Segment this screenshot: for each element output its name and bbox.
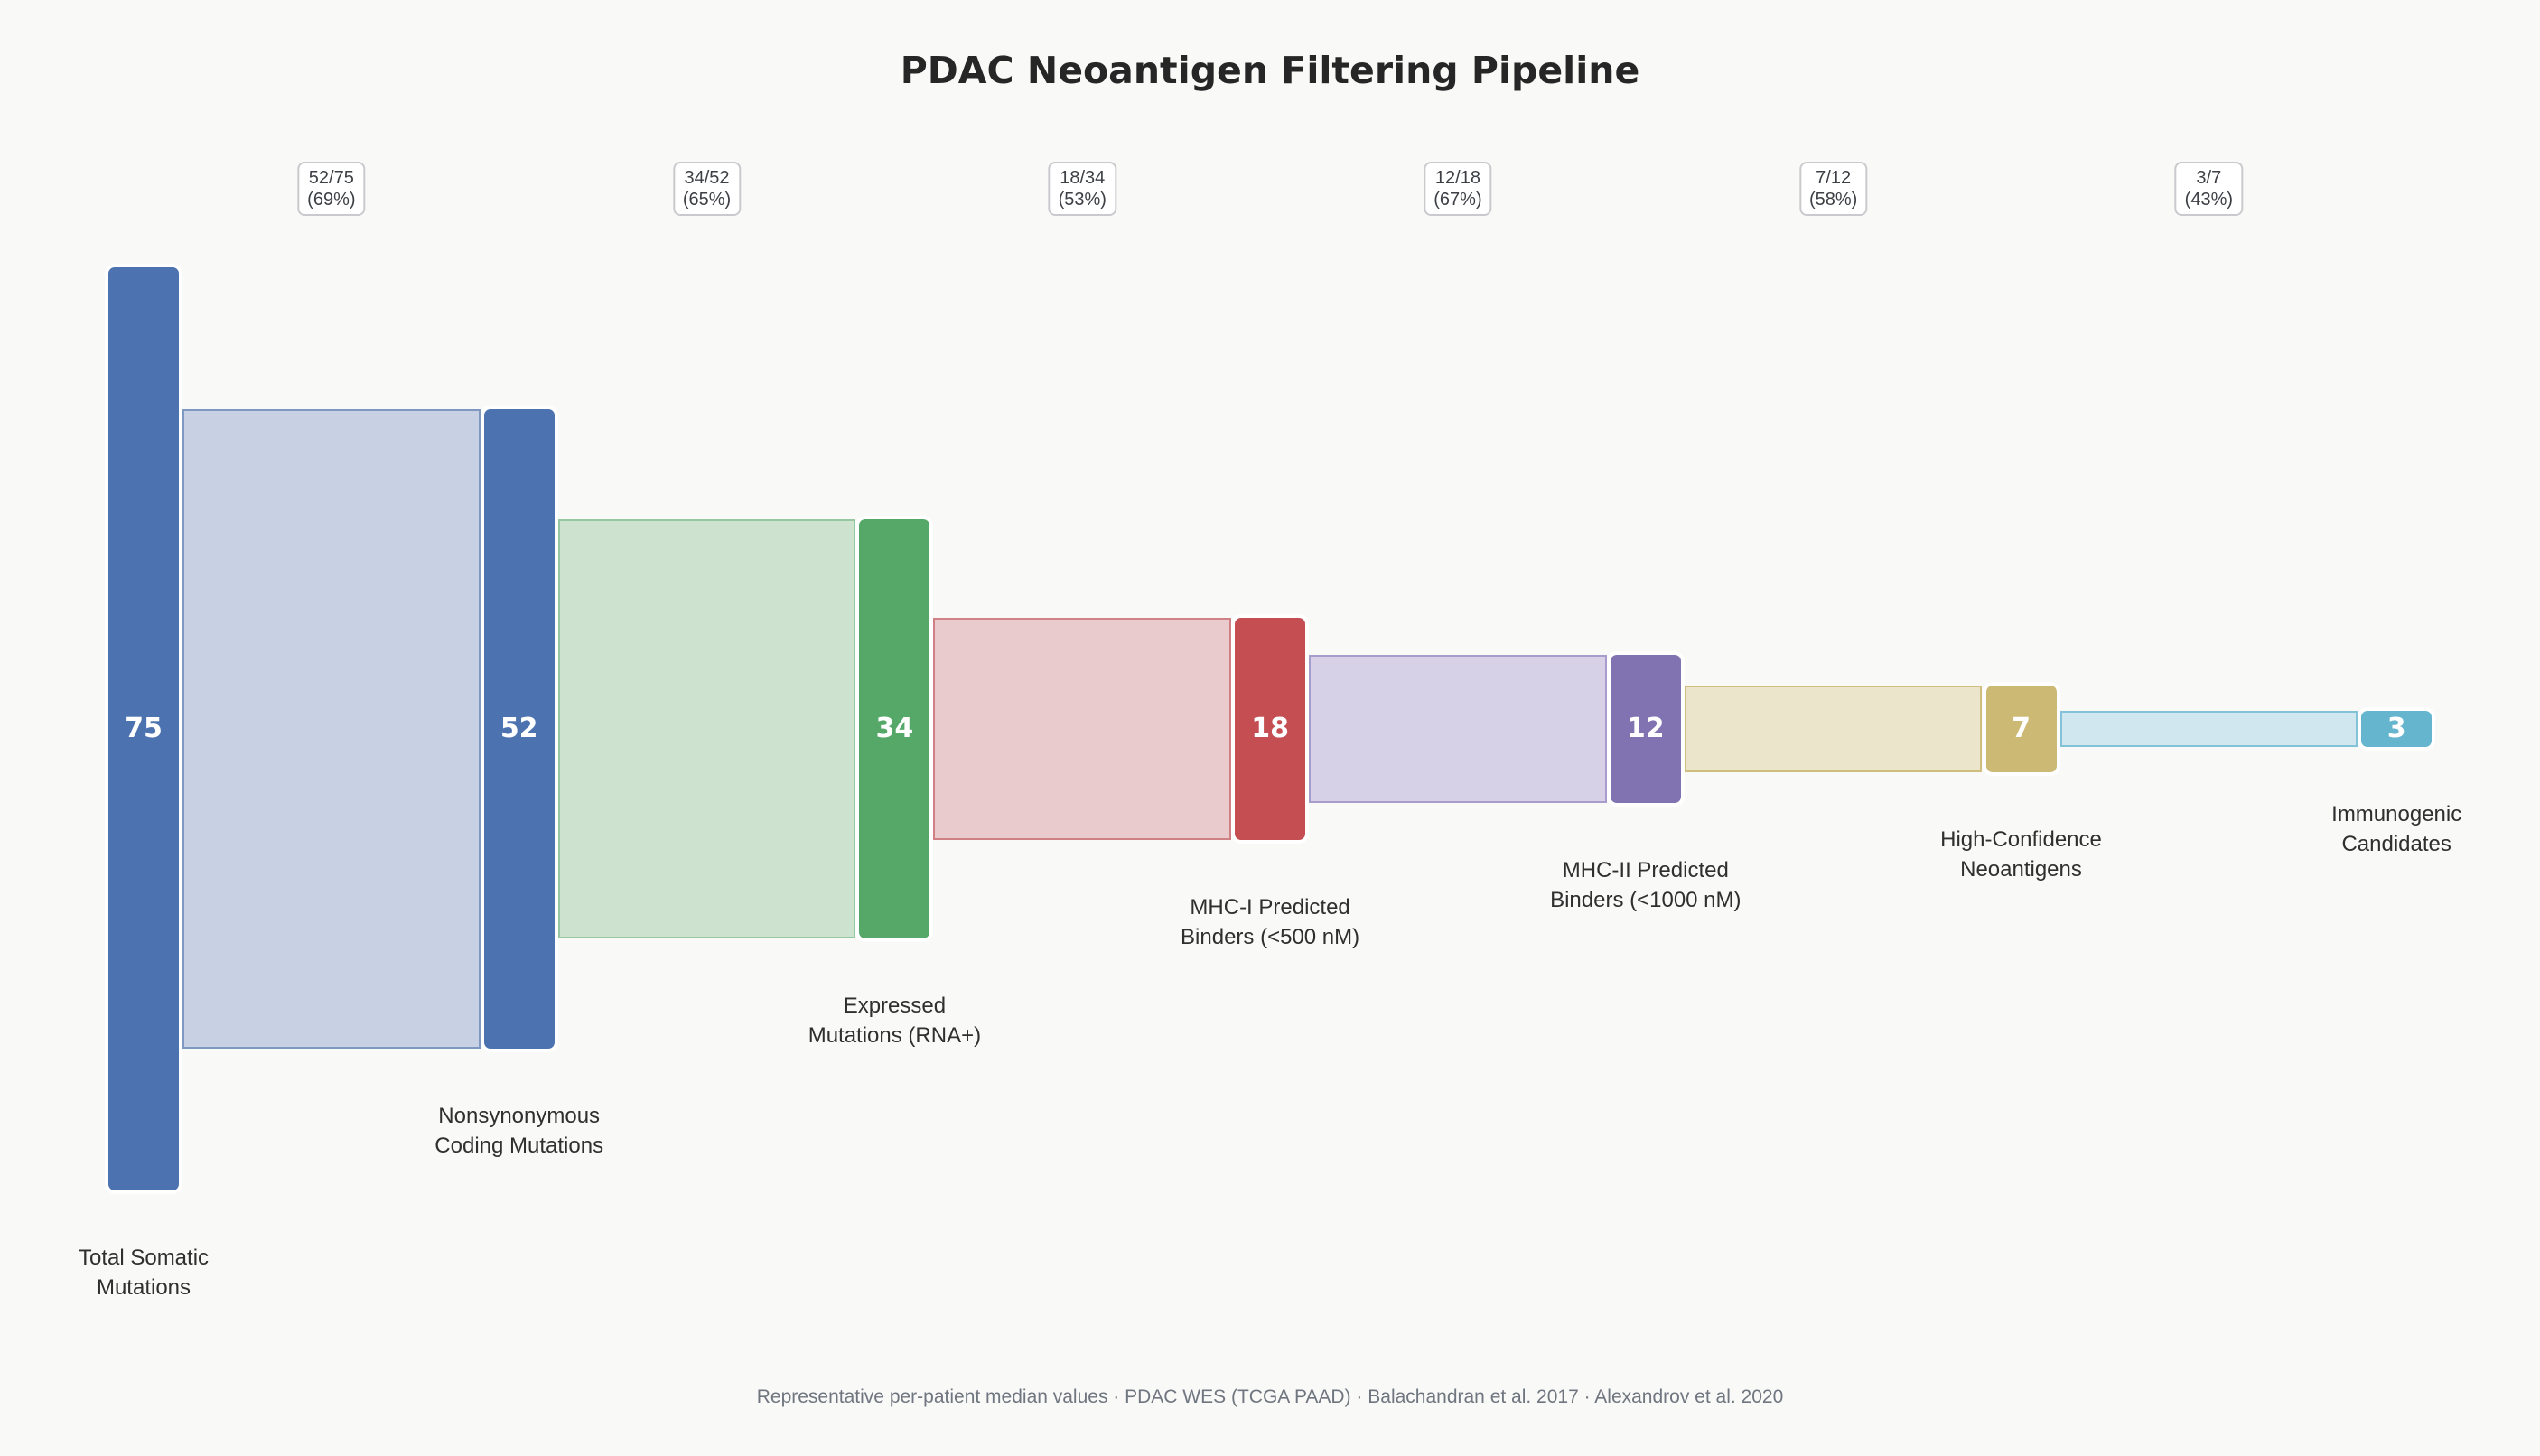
bar-value-expressed-mutations-rna: 34 <box>875 712 914 744</box>
funnel-connector-mhc1-predicted-binders <box>933 618 1232 840</box>
stage-label-immunogenic-candidates: Immunogenic Candidates <box>2331 802 2462 857</box>
funnel-connector-mhc2-predicted-binders <box>1309 655 1607 803</box>
bar-value-immunogenic-candidates: 3 <box>2386 712 2406 744</box>
funnel-bar-mhc1-predicted-binders: 18 <box>1235 618 1306 840</box>
stage-label-total-somatic-mutations: Total Somatic Mutations <box>78 1245 210 1300</box>
bar-value-mhc1-predicted-binders: 18 <box>1251 712 1289 744</box>
conversion-ratio: 18/34 <box>1060 168 1106 188</box>
funnel-bar-immunogenic-candidates: 3 <box>2361 710 2433 748</box>
conversion-ratio: 12/18 <box>1434 168 1480 188</box>
conversion-percent: (65%) <box>682 190 732 210</box>
conversion-badge-high-confidence-neoantigens: 7/12 (58%) <box>1798 162 1868 216</box>
conversion-badge-expressed-mutations-rna: 34/52 (65%) <box>672 162 742 216</box>
funnel-connector-nonsynonymous-coding-mutations <box>182 408 481 1050</box>
conversion-percent: (53%) <box>1058 190 1107 210</box>
conversion-percent: (67%) <box>1433 190 1482 210</box>
funnel-bar-mhc2-predicted-binders: 12 <box>1610 655 1681 803</box>
stage-label-mhc2-predicted-binders: MHC-II Predicted Binders (<1000 nM) <box>1550 857 1742 912</box>
funnel-bar-nonsynonymous-coding-mutations: 52 <box>483 408 555 1050</box>
funnel-bar-expressed-mutations-rna: 34 <box>859 519 930 938</box>
conversion-badge-nonsynonymous-coding-mutations: 52/75 (69%) <box>297 162 366 216</box>
conversion-percent: (58%) <box>1808 190 1858 210</box>
conversion-ratio: 52/75 <box>308 168 354 188</box>
stage-label-nonsynonymous-coding-mutations: Nonsynonymous Coding Mutations <box>434 1104 604 1159</box>
funnel-connector-immunogenic-candidates <box>2059 710 2358 748</box>
funnel-connector-expressed-mutations-rna <box>557 519 856 938</box>
conversion-ratio: 3/7 <box>2196 168 2222 188</box>
conversion-ratio: 34/52 <box>684 168 730 188</box>
funnel-bar-total-somatic-mutations: 75 <box>108 267 179 1190</box>
conversion-badge-mhc1-predicted-binders: 18/34 (53%) <box>1048 162 1116 216</box>
bar-value-total-somatic-mutations: 75 <box>125 713 163 744</box>
conversion-percent: (69%) <box>307 190 356 210</box>
funnel-connector-high-confidence-neoantigens <box>1684 686 1983 772</box>
stage-label-expressed-mutations-rna: Expressed Mutations (RNA+) <box>808 993 982 1048</box>
chart-footer-caption: Representative per-patient median values… <box>756 1386 1784 1407</box>
conversion-badge-immunogenic-candidates: 3/7 (43%) <box>2174 162 2244 216</box>
stage-label-mhc1-predicted-binders: MHC-I Predicted Binders (<500 nM) <box>1181 894 1360 949</box>
stage-label-high-confidence-neoantigens: High-Confidence Neoantigens <box>1940 826 2102 882</box>
bar-value-high-confidence-neoantigens: 7 <box>2012 712 2031 744</box>
funnel-bar-high-confidence-neoantigens: 7 <box>1985 686 2057 772</box>
conversion-badge-mhc2-predicted-binders: 12/18 (67%) <box>1424 162 1492 216</box>
bar-value-mhc2-predicted-binders: 12 <box>1626 712 1665 744</box>
bar-value-nonsynonymous-coding-mutations: 52 <box>500 712 538 744</box>
conversion-percent: (43%) <box>2184 190 2234 210</box>
conversion-ratio: 7/12 <box>1816 168 1852 188</box>
chart-title: PDAC Neoantigen Filtering Pipeline <box>900 49 1640 92</box>
